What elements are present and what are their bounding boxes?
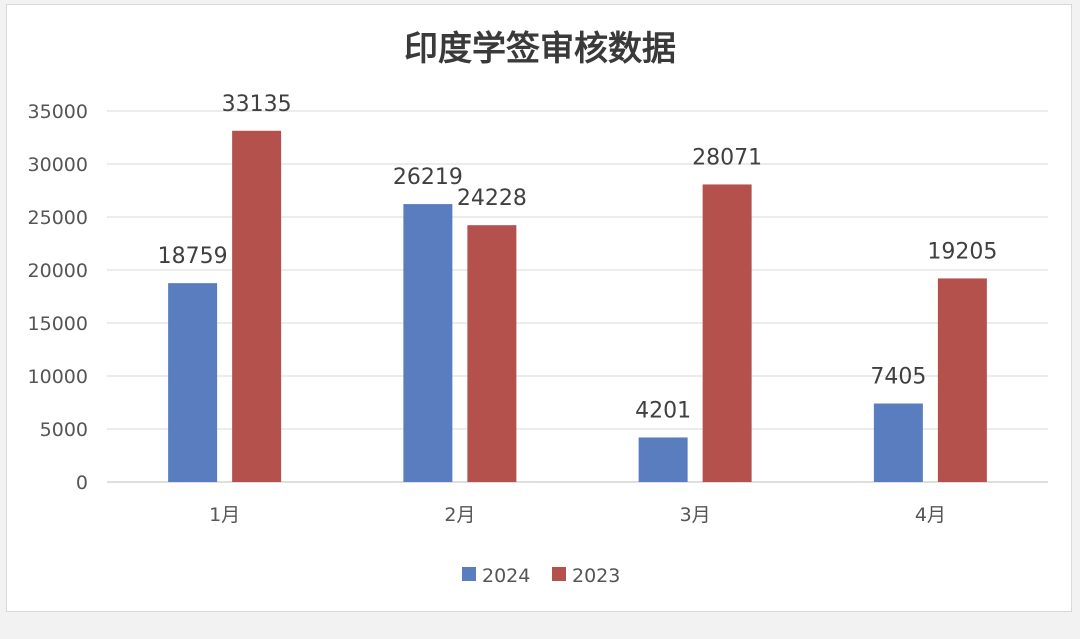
- data-label: 19205: [927, 239, 997, 264]
- legend-swatch: [552, 567, 566, 581]
- y-axis-ticks: 0 5000 10000 15000 20000 25000 30000 35000: [28, 101, 88, 494]
- x-tick-label: 3月: [680, 504, 711, 526]
- y-tick-label: 0: [76, 472, 88, 494]
- bar-2023-3: [702, 184, 752, 483]
- legend-label: 2024: [482, 565, 530, 587]
- legend-swatch: [462, 567, 476, 581]
- data-label: 28071: [692, 145, 762, 170]
- y-tick-label: 30000: [28, 154, 88, 176]
- x-tick-label: 1月: [209, 504, 240, 526]
- data-label: 24228: [457, 186, 527, 211]
- x-tick-label: 2月: [444, 504, 475, 526]
- y-tick-label: 35000: [28, 101, 88, 123]
- y-tick-label: 5000: [40, 419, 88, 441]
- legend: 2024 2023: [462, 565, 620, 587]
- data-label: 4201: [635, 398, 691, 423]
- bar-2024-4: [873, 403, 923, 482]
- data-label: 26219: [393, 165, 463, 190]
- bar-2023-2: [467, 225, 517, 482]
- bars: [168, 130, 987, 483]
- bar-2023-1: [232, 130, 282, 483]
- data-label: 7405: [870, 365, 926, 390]
- x-axis-ticks: 1月 2月 3月 4月: [209, 504, 946, 526]
- y-tick-label: 25000: [28, 207, 88, 229]
- data-label: 33135: [222, 92, 292, 117]
- bar-2023-4: [937, 278, 987, 482]
- bar-2024-1: [168, 283, 218, 482]
- data-label: 18759: [158, 244, 228, 269]
- bar-2024-3: [638, 437, 688, 482]
- legend-label: 2023: [572, 565, 620, 587]
- y-tick-label: 10000: [28, 366, 88, 388]
- y-tick-label: 15000: [28, 313, 88, 335]
- bar-2024-2: [403, 204, 453, 482]
- chart-title: 印度学签审核数据: [404, 29, 676, 69]
- x-tick-label: 4月: [915, 504, 946, 526]
- y-tick-label: 20000: [28, 260, 88, 282]
